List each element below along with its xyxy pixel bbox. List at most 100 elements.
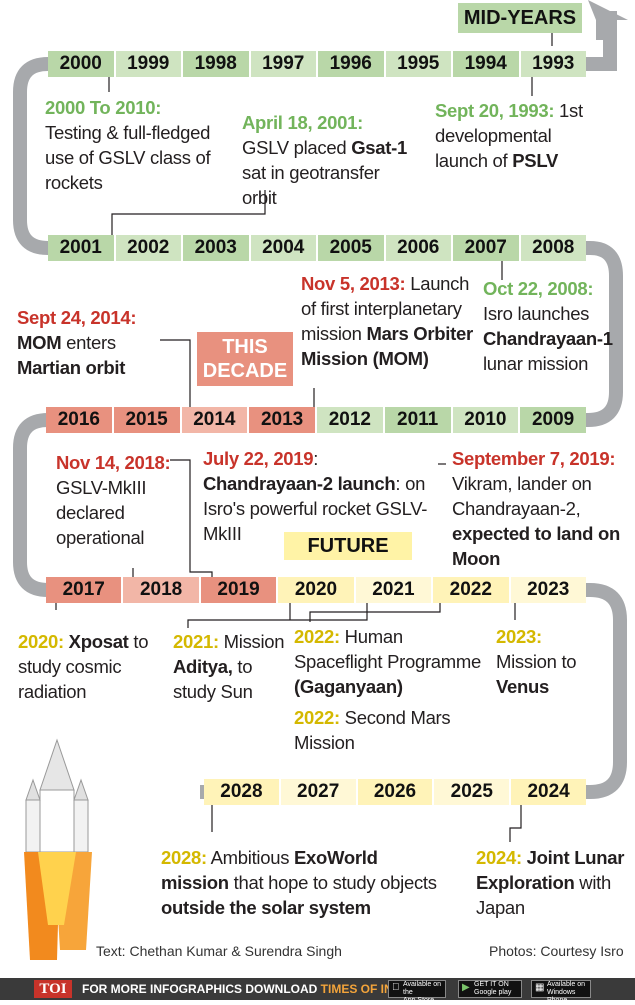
year-cell: 2014	[181, 407, 250, 433]
year-cell: 2025	[434, 779, 512, 805]
year-cell: 2022	[433, 577, 511, 603]
event-bold: MOM	[17, 332, 62, 353]
event-bold: PSLV	[512, 150, 558, 171]
year-row-3: 2016 2015 2014 2013 2012 2011 2010 2009	[46, 407, 586, 433]
apple-icon: 	[392, 983, 400, 993]
event-bold: (Gaganyaan)	[294, 676, 403, 697]
year-row-4: 2017 2018 2019 2020 2021 2022 2023	[46, 577, 586, 603]
year-cell: 1999	[115, 51, 183, 77]
event-text: GSLV placed	[242, 137, 352, 158]
photo-credit: Photos: Courtesy Isro	[489, 943, 624, 959]
year-cell: 2024	[511, 779, 586, 805]
event-2023: 2023: Mission to Venus	[496, 624, 596, 699]
event-bold: Chandrayaan-2 launch	[203, 473, 396, 494]
year-cell: 2008	[520, 235, 586, 261]
event-text: Isro launches	[483, 303, 590, 324]
app-store-badge[interactable]:  Available on the App Store	[388, 980, 446, 1004]
year-cell: 2018	[123, 577, 201, 603]
year-cell: 1996	[318, 51, 386, 77]
event-text: that hope to study objects	[228, 872, 437, 893]
badge-text: Google play	[474, 989, 512, 996]
event-bold: Venus	[496, 676, 549, 697]
event-2013: Nov 5, 2013: Launch of first interplanet…	[301, 271, 473, 371]
mid-years-tag: MID-YEARS	[458, 3, 582, 33]
text-credit: Text: Chethan Kumar & Surendra Singh	[96, 943, 342, 959]
event-date: July 22, 2019	[203, 448, 314, 469]
year-cell: 2002	[115, 235, 183, 261]
event-date: 2022:	[294, 626, 340, 647]
event-text: to study Sun	[173, 656, 253, 702]
toi-logo: TOI	[34, 980, 72, 998]
year-cell: 2020	[278, 577, 356, 603]
year-cell: 2013	[249, 407, 317, 433]
event-2019-landing: September 7, 2019: Vikram, lander on Cha…	[452, 446, 622, 571]
year-row-2: 2001 2002 2003 2004 2005 2006 2007 2008	[48, 235, 586, 261]
google-play-badge[interactable]: ▶ GET IT ON Google play	[458, 980, 522, 998]
event-text: : on Isro's powerful rocket GSLV-MkIII	[203, 473, 428, 544]
event-2028: 2028: Ambitious ExoWorld mission that ho…	[161, 845, 446, 920]
year-cell: 2004	[250, 235, 318, 261]
event-2022-mars: 2022: Second Mars Mission	[294, 705, 464, 755]
event-bold: Chandrayaan-1	[483, 328, 613, 349]
year-cell: 2012	[317, 407, 385, 433]
footer-bar: TOI FOR MORE INFOGRAPHICS DOWNLOAD TIMES…	[0, 978, 635, 1004]
year-cell: 2009	[520, 407, 586, 433]
event-date: 2022:	[294, 707, 340, 728]
event-text: with Japan	[476, 872, 612, 918]
year-cell: 2001	[48, 235, 116, 261]
windows-phone-badge[interactable]: ▦ Available on Windows Phone	[531, 980, 591, 1004]
event-1993: Sept 20, 1993: 1st developmental launch …	[435, 98, 585, 173]
footer-cta-text: FOR MORE INFOGRAPHICS DOWNLOAD	[82, 982, 318, 996]
event-text: 1st developmental launch of	[435, 100, 583, 171]
year-cell: 1995	[385, 51, 453, 77]
event-date: Sept 20, 1993:	[435, 100, 555, 121]
badge-small-text: Available on the	[403, 981, 442, 996]
event-date: April 18, 2001:	[242, 112, 363, 133]
event-2019-launch: July 22, 2019: Chandrayaan-2 launch: on …	[203, 446, 441, 546]
event-date: 2020:	[18, 631, 64, 652]
event-2022-gaganyaan: 2022: Human Spaceflight Programme (Gagan…	[294, 624, 484, 699]
event-date: Sept 24, 2014:	[17, 307, 137, 328]
event-bold: Joint Lunar Exploration	[476, 847, 625, 893]
event-bold: Gsat-1	[351, 137, 407, 158]
year-cell: 1998	[183, 51, 251, 77]
future-tag: FUTURE	[284, 532, 412, 560]
year-cell: 2006	[385, 235, 453, 261]
year-cell: 2021	[355, 577, 434, 603]
event-date: 2021:	[173, 631, 219, 652]
event-2024: 2024: Joint Lunar Exploration with Japan	[476, 845, 631, 920]
event-text: Ambitious	[206, 847, 295, 868]
year-cell: 1993	[520, 51, 586, 77]
event-text: Vikram, lander on Chandrayaan-2,	[452, 473, 592, 519]
year-cell: 2028	[204, 779, 281, 805]
year-cell: 2015	[113, 407, 182, 433]
year-row-5: 2028 2027 2026 2025 2024	[204, 779, 586, 805]
badge-text: App Store	[403, 997, 435, 1004]
event-date: Nov 14, 2018:	[56, 452, 171, 473]
year-row-1: 2000 1999 1998 1997 1996 1995 1994 1993	[48, 51, 586, 77]
event-text: Launch of first interplanetary mission	[301, 273, 470, 344]
year-cell: 2007	[453, 235, 521, 261]
event-bold: Martian orbit	[17, 357, 126, 378]
event-bold: Mars Orbiter Mission (MOM)	[301, 323, 473, 369]
event-date: 2000 To 2010:	[45, 97, 162, 118]
event-text: to study cosmic radiation	[18, 631, 149, 702]
event-text: sat in geotransfer orbit	[242, 162, 380, 208]
event-bold: outside the solar system	[161, 897, 371, 918]
year-cell: 2005	[318, 235, 386, 261]
badge-text: Windows Phone	[547, 989, 576, 1004]
event-text: Mission to	[496, 651, 577, 672]
event-text: lunar mission	[483, 353, 589, 374]
event-bold: Xposat	[63, 631, 129, 652]
year-cell: 2016	[46, 407, 114, 433]
event-2008: Oct 22, 2008: Isro launches Chandrayaan-…	[483, 276, 613, 376]
year-cell: 2023	[510, 577, 586, 603]
event-bold: ExoWorld mission	[161, 847, 378, 893]
year-cell: 1997	[250, 51, 318, 77]
arrow-up-icon	[588, 0, 628, 40]
year-cell: 2011	[384, 407, 453, 433]
event-date: 2028:	[161, 847, 207, 868]
event-text: Human Spaceflight Programme	[294, 626, 482, 672]
event-2021: 2021: Mission Aditya, to study Sun	[173, 629, 293, 704]
year-cell: 2019	[200, 577, 279, 603]
